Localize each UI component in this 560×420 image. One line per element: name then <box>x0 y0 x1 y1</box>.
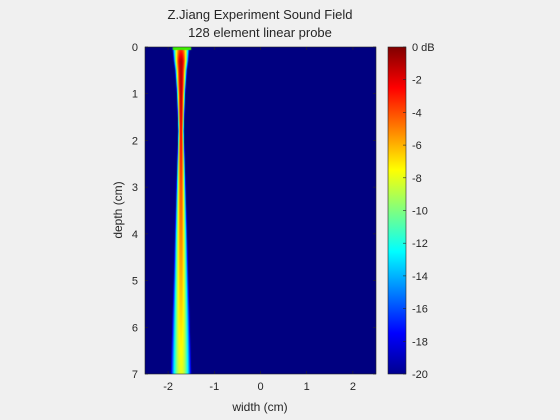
chart-subtitle: 128 element linear probe <box>188 25 332 40</box>
y-tick-label: 7 <box>132 369 138 381</box>
colorbar-tick-label: -6 <box>412 140 422 152</box>
colorbar-tick-label: -4 <box>412 107 422 119</box>
chart-title: Z.Jiang Experiment Sound Field <box>168 7 353 22</box>
y-tick-label: 0 <box>132 42 138 54</box>
y-axis-ticks: 0 1 2 3 4 5 6 7 <box>132 42 376 381</box>
y-tick-label: 6 <box>132 322 138 334</box>
y-axis-label: depth (cm) <box>111 181 125 238</box>
heatmap-image <box>145 47 376 374</box>
colorbar-tick-label: -14 <box>412 271 428 283</box>
x-tick-label: 2 <box>350 381 356 393</box>
y-tick-label: 2 <box>132 135 138 147</box>
y-tick-label: 3 <box>132 182 138 194</box>
x-tick-label: 1 <box>304 381 310 393</box>
plot-area[interactable]: -2 -1 0 1 2 0 1 2 3 4 5 6 7 <box>132 42 377 393</box>
colorbar-tick-label: -16 <box>412 304 428 316</box>
colorbar-tick-label: -10 <box>412 206 428 218</box>
colorbar-tick-label: -8 <box>412 173 422 185</box>
colorbar-ticks: 0 dB -2 -4 -6 -8 -10 -12 -14 -16 -18 -20 <box>403 42 435 381</box>
y-tick-label: 5 <box>132 276 138 288</box>
colorbar[interactable]: 0 dB -2 -4 -6 -8 -10 -12 -14 -16 -18 -20 <box>387 42 435 381</box>
x-tick-label: -2 <box>163 381 173 393</box>
y-tick-label: 1 <box>132 89 138 101</box>
colorbar-tick-label: -18 <box>412 336 428 348</box>
colorbar-tick-label: -2 <box>412 75 422 87</box>
x-axis-ticks: -2 -1 0 1 2 <box>163 47 356 393</box>
x-tick-label: -1 <box>209 381 219 393</box>
colorbar-tick-label: 0 dB <box>412 42 435 54</box>
y-tick-label: 4 <box>132 229 138 241</box>
x-axis-label: width (cm) <box>231 400 287 414</box>
colorbar-tick-label: -20 <box>412 369 428 381</box>
colorbar-tick-label: -12 <box>412 238 428 250</box>
x-tick-label: 0 <box>257 381 263 393</box>
